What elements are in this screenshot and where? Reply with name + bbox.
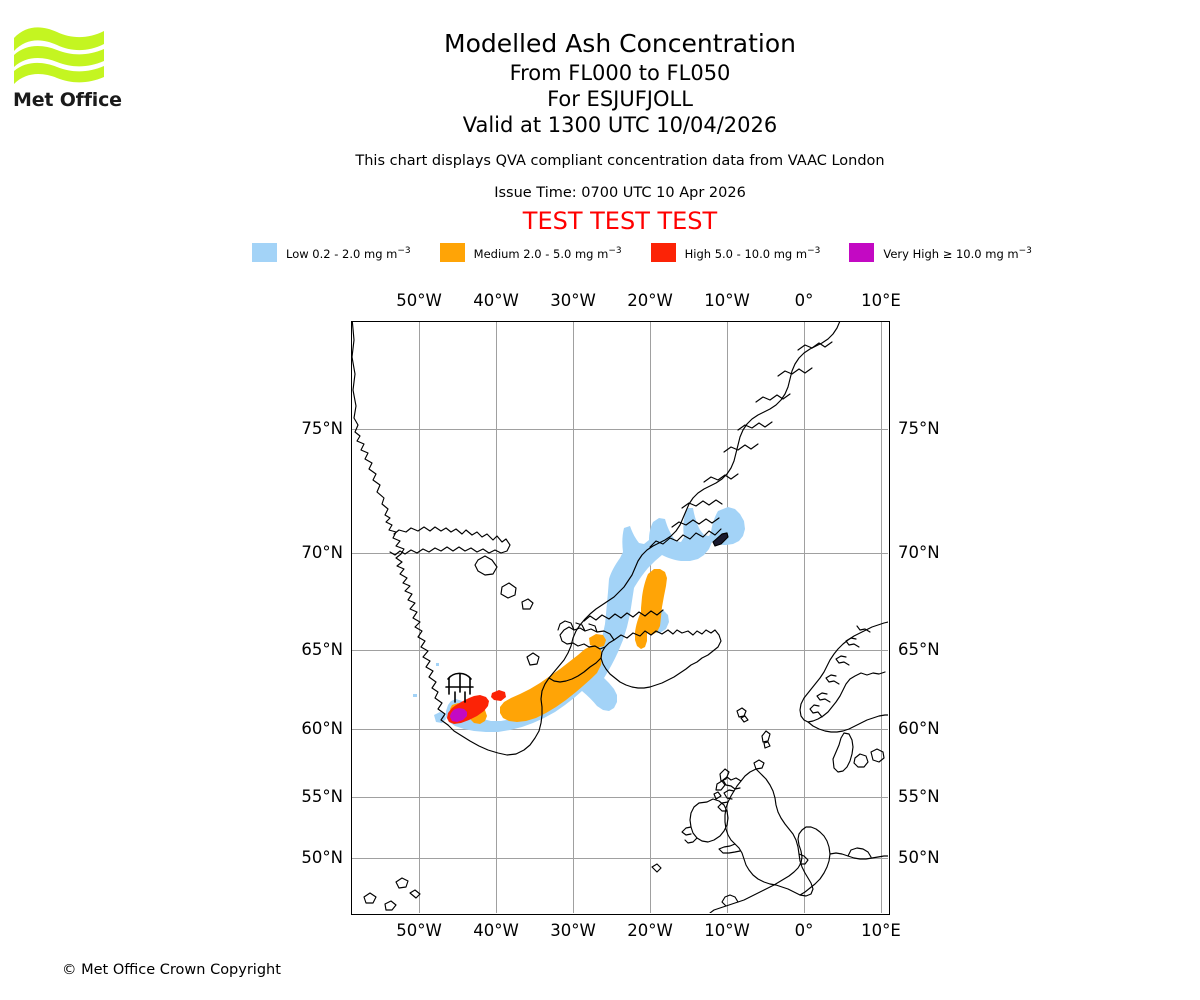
lat-label-left-65n: 65°N xyxy=(301,640,343,659)
ash-plume-low xyxy=(413,507,745,732)
qva-note: This chart displays QVA compliant concen… xyxy=(355,153,885,169)
lon-label-top-30w: 30°W xyxy=(550,291,596,310)
legend-swatch-very-high xyxy=(849,242,875,262)
flight-level-range: From FL000 to FL050 xyxy=(509,61,731,85)
map-canvas xyxy=(352,322,888,913)
chart-title-block: Modelled Ash Concentration From FL000 to… xyxy=(260,28,980,236)
valid-time: Valid at 1300 UTC 10/04/2026 xyxy=(462,113,778,137)
coastlines xyxy=(352,322,888,913)
page-title: Modelled Ash Concentration xyxy=(444,29,796,58)
lat-label-right-65n: 65°N xyxy=(898,640,940,659)
lon-label-bottom-40w: 40°W xyxy=(473,921,519,940)
legend-entry-very-high: Very High ≥ 10.0 mg m−3 xyxy=(849,241,1032,263)
legend-swatch-medium xyxy=(439,242,465,262)
legend-entry-medium: Medium 2.0 - 5.0 mg m−3 xyxy=(439,241,622,263)
lon-label-bottom-0: 0° xyxy=(794,921,814,940)
legend-swatch-low xyxy=(252,242,277,262)
lat-label-right-60n: 60°N xyxy=(898,719,940,738)
lat-label-right-50n: 50°N xyxy=(898,848,940,867)
met-office-wordmark: Met Office xyxy=(13,89,122,111)
lon-label-top-10w: 10°W xyxy=(704,291,750,310)
map-frame xyxy=(351,321,890,915)
legend-entry-low: Low 0.2 - 2.0 mg m−3 xyxy=(252,241,411,263)
met-office-logo: Met Office xyxy=(12,22,142,118)
lat-label-right-70n: 70°N xyxy=(898,543,940,562)
lat-label-left-75n: 75°N xyxy=(301,419,343,438)
lat-label-left-60n: 60°N xyxy=(301,719,343,738)
concentration-legend: Low 0.2 - 2.0 mg m−3 Medium 2.0 - 5.0 mg… xyxy=(248,240,1032,264)
legend-label-very-high: Very High ≥ 10.0 mg m−3 xyxy=(883,245,1032,261)
lat-label-left-50n: 50°N xyxy=(301,848,343,867)
legend-label-medium: Medium 2.0 - 5.0 mg m−3 xyxy=(473,245,622,261)
legend-label-low: Low 0.2 - 2.0 mg m−3 xyxy=(286,245,411,261)
legend-label-high: High 5.0 - 10.0 mg m−3 xyxy=(684,245,821,261)
lon-label-top-20w: 20°W xyxy=(627,291,673,310)
map-gridlines xyxy=(352,322,888,913)
volcano-name: For ESJUFJOLL xyxy=(547,87,693,111)
lon-label-bottom-50w: 50°W xyxy=(396,921,442,940)
lon-label-bottom-30w: 30°W xyxy=(550,921,596,940)
lon-label-top-40w: 40°W xyxy=(473,291,519,310)
lon-label-top-0: 0° xyxy=(794,291,814,310)
lon-label-bottom-10w: 10°W xyxy=(704,921,750,940)
lon-label-top-10e: 10°E xyxy=(861,291,901,310)
ash-concentration-map: 50°W 40°W 30°W 20°W 10°W 0° 10°E 50°W 40… xyxy=(301,291,939,940)
lat-label-right-75n: 75°N xyxy=(898,419,940,438)
lat-label-left-70n: 70°N xyxy=(301,543,343,562)
ash-plume-very-high xyxy=(450,708,467,722)
lon-label-bottom-10e: 10°E xyxy=(861,921,901,940)
legend-entry-high: High 5.0 - 10.0 mg m−3 xyxy=(650,241,821,263)
lon-label-top-50w: 50°W xyxy=(396,291,442,310)
lat-label-right-55n: 55°N xyxy=(898,787,940,806)
issue-time: Issue Time: 0700 UTC 10 Apr 2026 xyxy=(494,185,746,201)
copyright-notice: © Met Office Crown Copyright xyxy=(62,962,281,978)
lon-label-bottom-20w: 20°W xyxy=(627,921,673,940)
legend-swatch-high xyxy=(650,242,676,262)
lat-label-left-55n: 55°N xyxy=(301,787,343,806)
test-banner: TEST TEST TEST xyxy=(522,207,718,235)
met-office-waves-icon xyxy=(14,27,104,84)
